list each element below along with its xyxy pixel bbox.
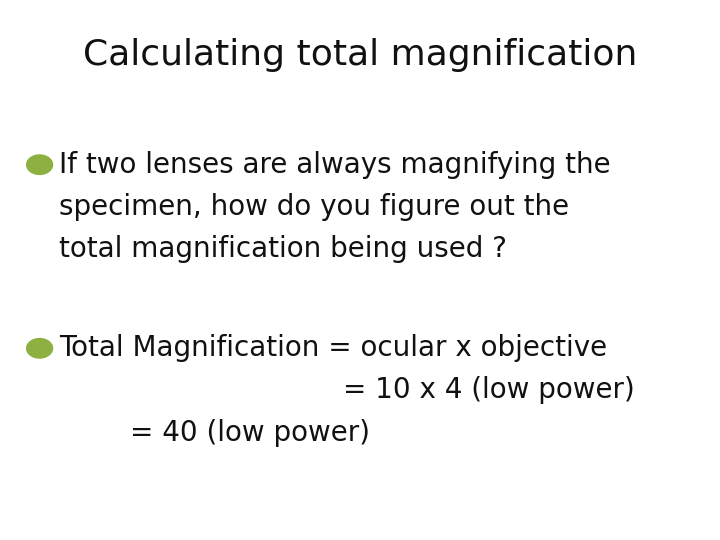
Circle shape [27,155,53,174]
Text: specimen, how do you figure out the: specimen, how do you figure out the [59,193,570,221]
Text: If two lenses are always magnifying the: If two lenses are always magnifying the [59,151,611,179]
Circle shape [27,339,53,358]
Text: Calculating total magnification: Calculating total magnification [83,38,637,72]
Text: = 40 (low power): = 40 (low power) [59,418,370,447]
Text: = 10 x 4 (low power): = 10 x 4 (low power) [59,376,635,404]
Text: Total Magnification = ocular x objective: Total Magnification = ocular x objective [59,334,607,362]
Text: total magnification being used ?: total magnification being used ? [59,235,507,263]
